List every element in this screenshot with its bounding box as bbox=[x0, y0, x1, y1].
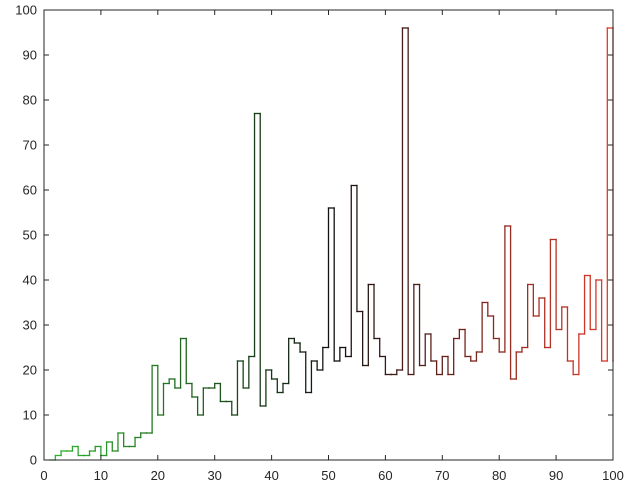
y-tick-label: 30 bbox=[23, 318, 37, 333]
x-tick-label: 80 bbox=[492, 468, 506, 483]
y-tick-label: 0 bbox=[30, 453, 37, 468]
x-tick-label: 40 bbox=[264, 468, 278, 483]
y-tick-label: 90 bbox=[23, 48, 37, 63]
y-tick-label: 70 bbox=[23, 138, 37, 153]
x-tick-label: 20 bbox=[151, 468, 165, 483]
y-tick-label: 20 bbox=[23, 363, 37, 378]
y-tick-label: 50 bbox=[23, 228, 37, 243]
x-tick-label: 60 bbox=[378, 468, 392, 483]
axes: 0 10 20 30 40 50 60 70 80 90 100 0 10 20 30 40 50 60 70 80 9… bbox=[15, 3, 624, 484]
x-tick-label: 100 bbox=[602, 468, 624, 483]
x-tick-label: 10 bbox=[94, 468, 108, 483]
y-tick-label: 40 bbox=[23, 273, 37, 288]
x-tick-label: 50 bbox=[321, 468, 335, 483]
x-tick-label: 0 bbox=[40, 468, 47, 483]
x-tick-label: 30 bbox=[207, 468, 221, 483]
y-tick-label: 100 bbox=[15, 3, 37, 18]
y-tick-label: 80 bbox=[23, 93, 37, 108]
x-tick-label: 70 bbox=[435, 468, 449, 483]
y-tick-label: 60 bbox=[23, 183, 37, 198]
x-tick-label: 90 bbox=[549, 468, 563, 483]
y-tick-label: 10 bbox=[23, 408, 37, 423]
